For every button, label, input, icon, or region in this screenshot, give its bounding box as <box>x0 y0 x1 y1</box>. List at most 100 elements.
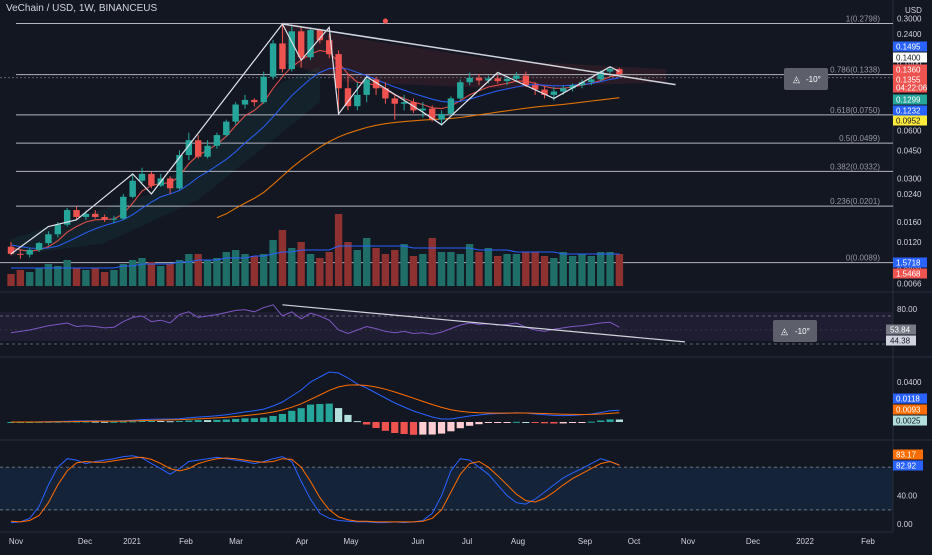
macd-histogram-bar <box>288 410 296 422</box>
macd-histogram-bar <box>522 422 530 423</box>
candle-body <box>429 108 436 120</box>
candle-body <box>513 75 520 79</box>
volume-bar <box>606 252 614 286</box>
candle-body <box>606 69 614 72</box>
macd-histogram-bar <box>72 421 81 423</box>
rsi-line <box>10 304 620 335</box>
macd-histogram-bar <box>138 421 146 422</box>
macd-histogram-bar <box>381 422 389 431</box>
volume-bar <box>587 256 596 286</box>
candle-body <box>447 98 455 114</box>
volume-bar <box>147 262 156 286</box>
candle-body <box>560 88 567 92</box>
macd-histogram-bar <box>475 422 483 425</box>
macd-histogram-bar <box>101 421 109 423</box>
macd-histogram-bar <box>437 422 446 434</box>
candle-body <box>148 173 155 186</box>
x-tick-label-10: Sep <box>578 537 593 546</box>
price-tick-label-1: 0.2400 <box>897 30 922 39</box>
volume-bar <box>269 240 277 286</box>
volume-bar <box>63 260 71 286</box>
macd-tag-0: 0.0118 <box>896 395 920 404</box>
candle-body <box>419 108 427 111</box>
price-tag-2: 0.1360 <box>896 66 921 75</box>
volume-bar <box>157 266 165 286</box>
volume-bar <box>194 254 202 286</box>
stochastic-tag-0: 83.17 <box>896 451 917 460</box>
candle-body <box>391 98 398 104</box>
candle-body <box>17 253 24 255</box>
volume-bar <box>512 254 521 286</box>
x-tick-label-9: Aug <box>511 537 525 546</box>
volume-bar <box>128 260 137 286</box>
candle-body <box>120 196 127 219</box>
rsi-angle-box <box>773 320 817 342</box>
volume-bar <box>72 268 81 286</box>
x-tick-label-14: 2022 <box>796 537 814 546</box>
price-tag-bg-0 <box>893 41 927 52</box>
candle-body <box>82 213 90 217</box>
macd-histogram-bar <box>466 422 474 426</box>
macd-histogram-bar <box>306 404 315 422</box>
moving-average-2 <box>216 97 620 219</box>
volume-bar <box>54 266 62 286</box>
candle-body <box>35 243 43 250</box>
volume-bar <box>222 252 230 286</box>
macd-tag-bg-0 <box>893 393 927 404</box>
candle-body <box>223 121 230 136</box>
candle-body <box>531 85 539 90</box>
rsi-trend-line <box>282 304 685 343</box>
macd-histogram-bar <box>119 421 127 423</box>
price-tag-bg-4 <box>893 82 927 93</box>
price-tick-label-7: 0.0300 <box>897 174 922 183</box>
candle-body <box>129 180 136 197</box>
volume-tag-1: 1.5468 <box>896 270 921 279</box>
macd-tag-bg-1 <box>893 404 927 415</box>
macd-histogram-bar <box>241 418 249 422</box>
macd-histogram-bar <box>540 422 549 424</box>
x-tick-label-8: Jul <box>462 537 472 546</box>
volume-bar <box>306 254 315 286</box>
volume-bar <box>456 254 464 286</box>
volume-bar <box>494 256 502 286</box>
candle-body <box>382 88 389 99</box>
volume-bar <box>578 254 586 286</box>
candle-body <box>438 113 445 120</box>
price-tag-bg-3 <box>893 74 927 85</box>
volume-bar <box>110 270 118 286</box>
stochastic-tick-1: 0.00 <box>897 520 913 529</box>
stochastic-tag-bg-0 <box>893 449 923 460</box>
candle-body <box>54 224 61 235</box>
fib-label-3: 0.5(0.0499) <box>839 134 880 143</box>
candle-body <box>578 82 586 86</box>
price-tick-label-2: 0.1600 <box>897 58 922 67</box>
candle-body <box>166 178 174 189</box>
price-tag-bg-6 <box>893 105 927 116</box>
candle-body <box>45 234 52 244</box>
macd-histogram-bar <box>494 422 502 423</box>
volume-bar <box>185 254 193 286</box>
rsi-tick-0: 80.00 <box>897 305 918 314</box>
volume-bar <box>26 272 34 286</box>
macd-histogram-bar <box>578 422 586 423</box>
macd-histogram-bar <box>297 408 305 422</box>
volume-bar <box>250 256 259 286</box>
macd-histogram-bar <box>353 421 361 423</box>
macd-histogram-bar <box>456 422 464 429</box>
x-tick-label-13: Dec <box>746 537 760 546</box>
moving-average-1 <box>10 67 620 250</box>
macd-histogram-bar <box>597 420 605 422</box>
candle-body <box>269 43 277 77</box>
volume-bar <box>596 252 605 286</box>
x-tick-label-7: Jun <box>412 537 425 546</box>
candle-body <box>354 94 361 107</box>
candle-body <box>316 29 324 41</box>
volume-bar <box>7 274 15 286</box>
macd-histogram-bar <box>129 421 137 423</box>
macd-histogram-bar <box>269 416 277 422</box>
rsi-angle-label: -10° <box>795 327 810 336</box>
macd-histogram-bar <box>157 421 165 422</box>
price-trend-line <box>282 23 676 86</box>
